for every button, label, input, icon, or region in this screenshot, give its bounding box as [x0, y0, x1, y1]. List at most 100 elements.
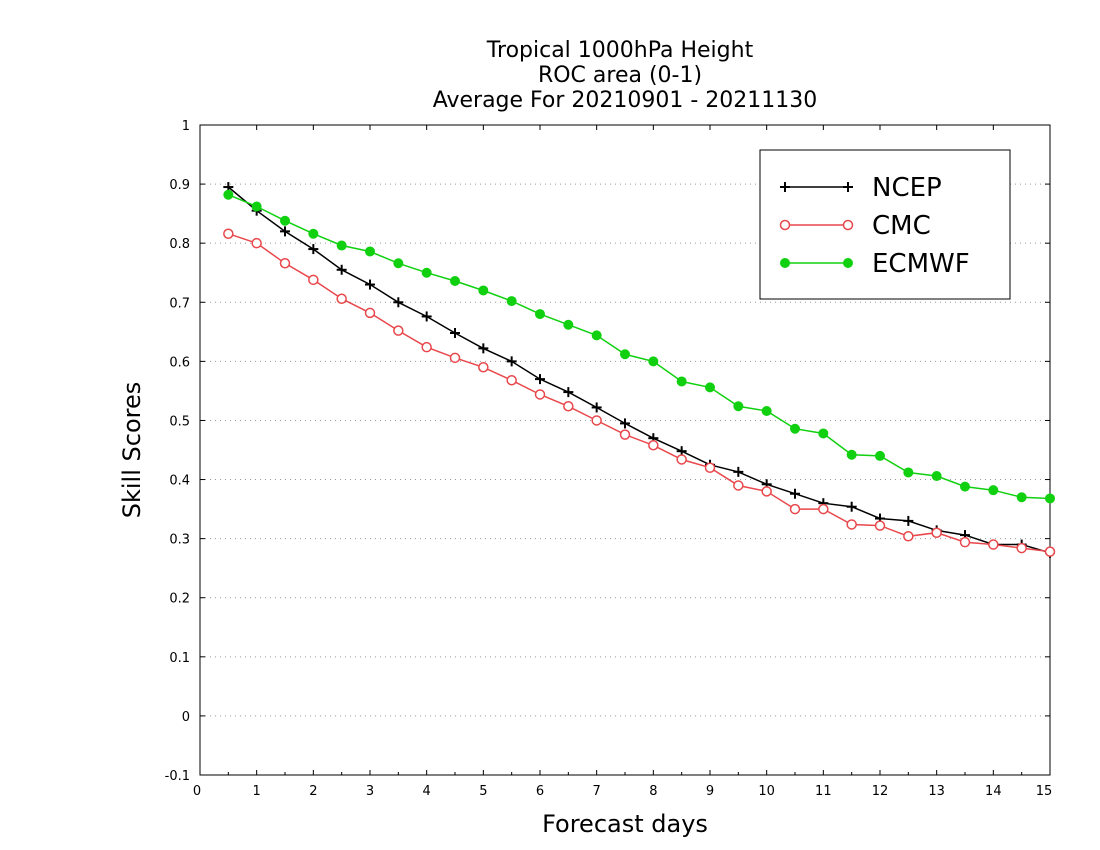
- x-tick-label: 15: [1036, 784, 1053, 799]
- data-point-ecmwf: [1045, 493, 1055, 504]
- series-ecmwf: [223, 189, 1055, 504]
- y-tick-label: 0.2: [169, 592, 190, 607]
- data-point-cmc: [534, 389, 546, 400]
- data-point-ecmwf: [478, 285, 489, 296]
- data-point-ncep: [733, 466, 744, 477]
- x-tick-label: 5: [479, 784, 487, 799]
- data-point-ncep: [393, 297, 404, 308]
- data-point-cmc: [308, 274, 319, 286]
- data-point-ecmwf: [251, 201, 262, 212]
- data-point-ncep: [620, 418, 630, 429]
- data-point-ecmwf: [308, 228, 319, 239]
- data-point-cmc: [988, 539, 999, 550]
- legend-marker-cmc: [842, 219, 854, 231]
- data-point-ncep: [790, 488, 800, 499]
- data-point-cmc: [704, 462, 716, 473]
- data-point-cmc: [931, 527, 942, 538]
- x-tick-label: 4: [423, 784, 431, 799]
- legend-label-ncep: NCEP: [872, 173, 942, 203]
- x-tick-label: 0: [193, 784, 201, 799]
- data-point-cmc: [421, 341, 432, 353]
- data-point-ncep: [563, 387, 574, 398]
- y-tick-label: 0.5: [169, 414, 190, 429]
- chart-title-line-1: Tropical 1000hPa Height: [486, 38, 754, 63]
- data-point-cmc: [223, 228, 234, 239]
- data-point-cmc: [903, 531, 914, 542]
- data-point-ecmwf: [875, 450, 885, 461]
- chart-title-line-2: ROC area (0-1): [538, 63, 702, 88]
- data-point-ncep: [280, 226, 290, 237]
- series: [223, 182, 1056, 558]
- x-tick-label: 8: [649, 784, 657, 799]
- data-point-ecmwf: [790, 423, 800, 434]
- data-point-ncep: [846, 501, 857, 512]
- x-tick-label: 12: [872, 784, 889, 799]
- data-point-ncep: [421, 311, 432, 322]
- data-point-ncep: [365, 279, 375, 290]
- legend-label-ecmwf: ECMWF: [872, 249, 970, 279]
- data-point-cmc: [364, 307, 376, 319]
- data-point-cmc: [619, 429, 631, 440]
- data-point-ecmwf: [960, 481, 970, 492]
- data-point-ecmwf: [846, 449, 857, 460]
- series-line-ncep: [227, 186, 1051, 554]
- legend-marker-ecmwf: [780, 258, 790, 268]
- x-tick-label: 10: [758, 784, 775, 799]
- data-point-ncep: [535, 374, 545, 385]
- y-axis: -0.1 0 0.1 0.2 0.3 0.4 0.5 0.6 0.7 0.8 0.9 1: [165, 119, 1050, 784]
- data-point-ncep: [336, 264, 347, 275]
- chart-title-line-3: Average For 20210901 - 20211130: [433, 88, 818, 113]
- data-point-cmc: [818, 503, 829, 515]
- data-point-ecmwf: [393, 258, 404, 269]
- data-point-ecmwf: [563, 319, 574, 330]
- legend-label-cmc: CMC: [872, 211, 931, 241]
- data-point-cmc: [789, 503, 801, 515]
- data-point-cmc: [676, 454, 687, 465]
- data-point-cmc: [393, 325, 404, 336]
- data-point-cmc: [874, 520, 886, 531]
- data-point-ecmwf: [676, 376, 687, 387]
- x-tick-label: 7: [593, 784, 601, 799]
- data-point-ecmwf: [591, 330, 602, 341]
- series-ncep: [223, 182, 1055, 558]
- y-tick-label: 1: [182, 119, 190, 134]
- data-point-cmc: [733, 480, 744, 491]
- y-tick-label: 0.1: [169, 651, 190, 666]
- legend-item-cmc: CMC: [779, 211, 931, 241]
- legend-marker-ecmwf: [843, 258, 853, 268]
- data-point-cmc: [648, 440, 659, 451]
- data-point-ecmwf: [903, 467, 914, 478]
- data-point-ecmwf: [761, 406, 772, 416]
- data-point-cmc: [279, 258, 291, 269]
- legend: NCEP CMC ECMWF: [759, 149, 1011, 300]
- data-point-ncep: [591, 402, 602, 413]
- data-point-ecmwf: [223, 189, 234, 200]
- y-tick-label: 0: [182, 710, 190, 725]
- data-point-ecmwf: [365, 246, 375, 257]
- data-point-cmc: [478, 362, 489, 373]
- x-tick-label: 11: [815, 784, 832, 799]
- data-point-ecmwf: [1016, 492, 1027, 503]
- y-tick-label: 0.8: [169, 237, 190, 252]
- x-tick-label: 3: [366, 784, 374, 799]
- x-tick-label: 13: [928, 784, 945, 799]
- x-tick-label: 14: [985, 784, 1002, 799]
- data-point-cmc: [846, 519, 857, 530]
- data-point-cmc: [251, 237, 262, 249]
- data-point-cmc: [591, 415, 602, 426]
- data-point-cmc: [563, 401, 574, 412]
- data-point-ecmwf: [705, 382, 715, 393]
- data-point-cmc: [761, 486, 772, 497]
- data-point-ncep: [308, 244, 319, 255]
- y-tick-label: 0.6: [169, 355, 190, 370]
- data-point-ecmwf: [988, 485, 999, 496]
- y-tick-label: 0.3: [169, 533, 190, 548]
- data-point-ecmwf: [733, 401, 744, 412]
- data-point-cmc: [506, 375, 517, 386]
- data-point-ncep: [506, 356, 517, 367]
- x-tick-label: 9: [706, 784, 714, 799]
- x-axis-label: Forecast days: [542, 810, 708, 838]
- chart-title: Tropical 1000hPa Height ROC area (0-1) A…: [433, 38, 818, 113]
- y-axis-label: Skill Scores: [118, 382, 146, 519]
